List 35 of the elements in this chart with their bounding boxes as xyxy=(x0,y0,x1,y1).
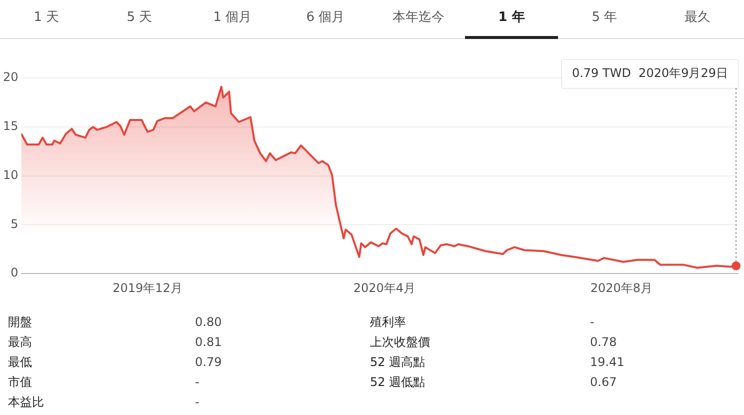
category-label: 5 天 xyxy=(126,9,154,27)
text: - xyxy=(590,315,594,329)
category-label: 最久 xyxy=(684,9,712,27)
text: 0.78 xyxy=(590,335,617,349)
text: 0.81 xyxy=(195,335,222,349)
category-label: 1 個月 xyxy=(212,9,253,27)
text: 0.79 xyxy=(195,355,222,369)
x-tick-label: 2020年4月 xyxy=(353,280,416,295)
category-label: 本年迄今 xyxy=(392,9,446,27)
category-label: 上次收盤價 xyxy=(370,334,430,351)
category-label: 1 年 xyxy=(497,9,526,27)
category-label: 本益比 xyxy=(8,394,44,411)
text: 19.41 xyxy=(590,355,624,369)
y-tick-label: 20 xyxy=(2,70,18,84)
y-tick-label: 0 xyxy=(10,266,18,280)
category-label: 最高 xyxy=(8,334,32,351)
category-label: 最低 xyxy=(8,354,32,371)
text: 0.67 xyxy=(590,375,617,389)
category-label: 市值 xyxy=(8,374,32,391)
category-label: 6 個月 xyxy=(305,9,346,27)
category-label: 開盤 xyxy=(8,314,32,331)
text: - xyxy=(195,395,200,409)
text: 0.80 xyxy=(195,315,222,329)
category-label: 52 週高點 xyxy=(370,354,426,371)
category-label: 殖利率 xyxy=(370,314,406,331)
x-tick-label: 2019年12月 xyxy=(112,280,182,295)
y-tick-label: 10 xyxy=(2,168,18,182)
category-label: 52 週低點 xyxy=(370,374,426,391)
annotation: 0.79 TWD 2020年9月29日 xyxy=(572,66,728,80)
text: - xyxy=(195,375,200,389)
category-label: 1 天 xyxy=(32,9,60,27)
category-label: 5 年 xyxy=(590,9,618,27)
y-tick-label: 15 xyxy=(2,119,18,134)
y-tick-label: 5 xyxy=(10,216,18,231)
x-tick-label: 2020年8月 xyxy=(590,280,653,295)
